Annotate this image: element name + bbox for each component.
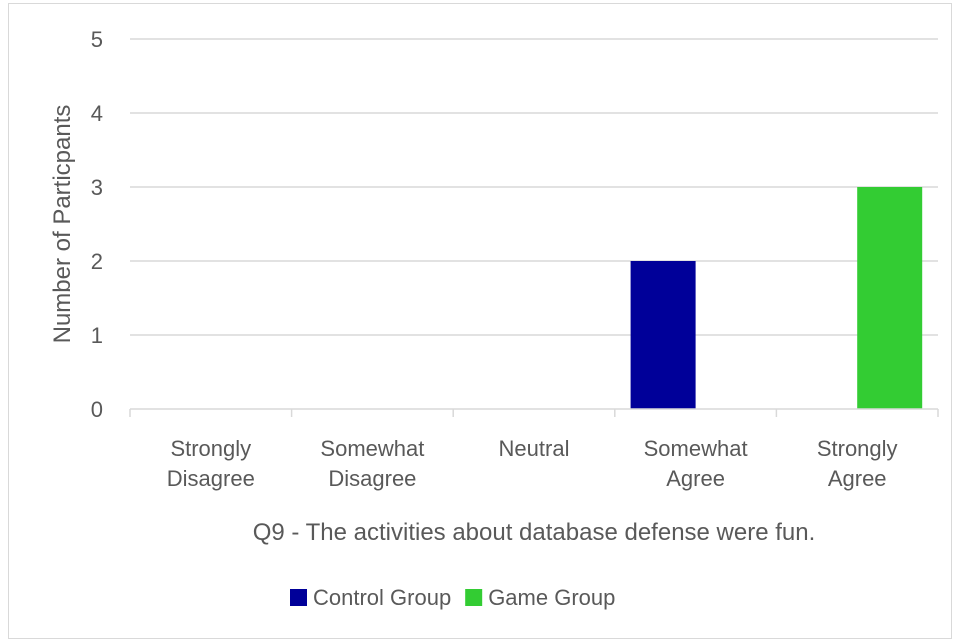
y-axis-tick-labels: 0 1 2 3 4 5 <box>91 27 103 422</box>
x-axis-title: Q9 - The activities about database defen… <box>253 519 816 546</box>
y-tick-label: 2 <box>91 249 103 274</box>
x-tick-label: Neutral <box>499 436 570 461</box>
y-tick-label: 3 <box>91 175 103 200</box>
x-axis <box>129 408 939 417</box>
chart-frame <box>8 3 952 639</box>
legend: Control Group Game Group <box>290 585 615 610</box>
x-tick-label: Strongly Agree <box>817 436 898 491</box>
legend-swatch <box>290 589 307 606</box>
legend-label: Game Group <box>488 585 615 610</box>
x-tick-label: Strongly Disagree <box>167 436 255 491</box>
y-tick-label: 0 <box>91 397 103 422</box>
x-tick-label: Somewhat Disagree <box>320 436 424 491</box>
y-axis-title: Number of Particpants <box>49 105 76 344</box>
bar-control-group <box>630 261 696 409</box>
legend-label: Control Group <box>313 585 451 610</box>
bars <box>630 187 923 409</box>
y-tick-label: 5 <box>91 27 103 52</box>
x-axis-category-labels: Strongly Disagree Somewhat Disagree Neutral S… <box>167 436 898 491</box>
y-tick-label: 4 <box>91 101 103 126</box>
y-tick-label: 1 <box>91 323 103 348</box>
legend-swatch <box>465 589 483 606</box>
x-tick-label: Somewhat Agree <box>644 436 748 491</box>
gridlines <box>130 38 938 336</box>
bar-game-group <box>857 187 923 409</box>
